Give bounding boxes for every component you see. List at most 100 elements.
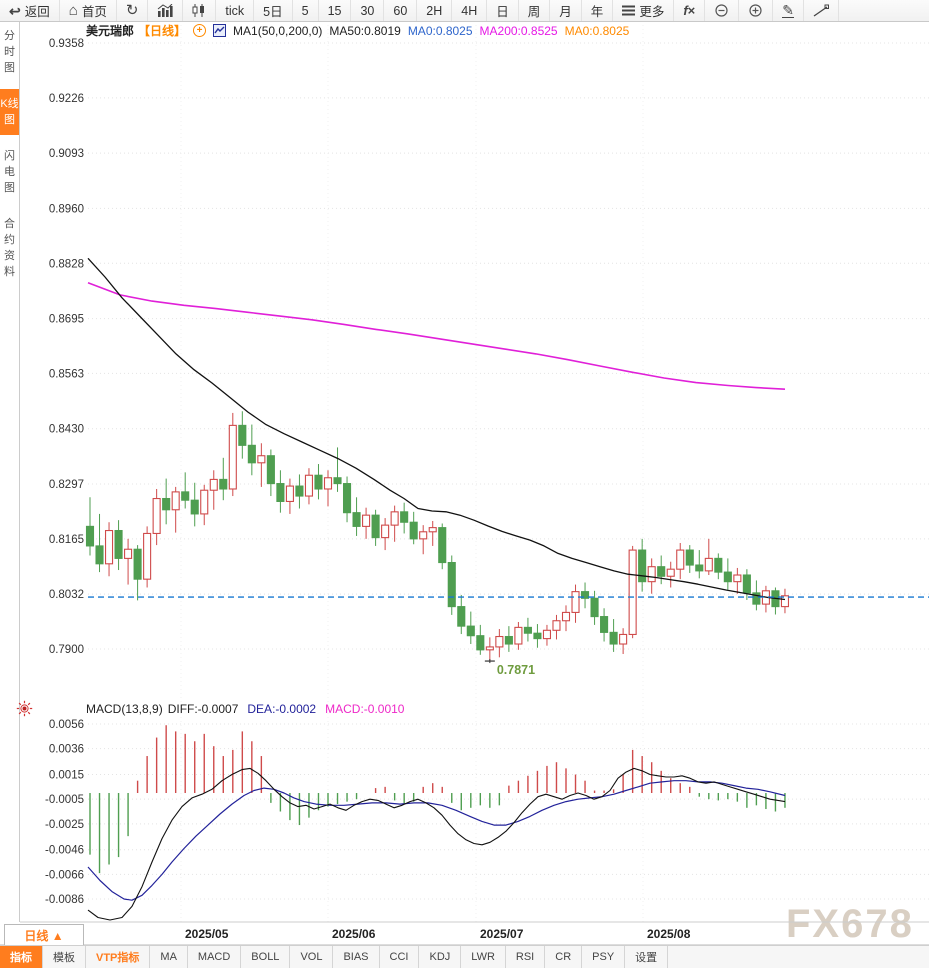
toolbar-interval-day-button[interactable]: 日	[487, 0, 519, 21]
date-labels: 2025/05 2025/06 2025/07 2025/08	[185, 927, 691, 941]
svg-text:0.8960: 0.8960	[49, 203, 84, 215]
toolbar-interval-2h-button[interactable]: 2H	[417, 0, 453, 21]
svg-text:0.8032: 0.8032	[49, 589, 84, 601]
svg-text:0.0056: 0.0056	[49, 719, 84, 731]
sidebar-tab-K线图[interactable]: K线图	[0, 89, 19, 135]
indicator-tab-VTP指标[interactable]: VTP指标	[86, 946, 151, 968]
macd-axis-labels: 0.0056 0.0036 0.0015 -0.0005 -0.0025 -0.0046 -…	[45, 719, 84, 906]
indicator-tab-RSI[interactable]: RSI	[506, 946, 546, 968]
ma50-line	[87, 257, 786, 601]
toolbar-interval-15-button[interactable]: 15	[319, 0, 352, 21]
toolbar-interval-30-button[interactable]: 30	[351, 0, 385, 21]
toolbar-interval-tick-button[interactable]: tick	[216, 0, 255, 21]
svg-text:2025/06: 2025/06	[332, 927, 376, 941]
toolbar-zoom-in-icon[interactable]	[739, 0, 774, 21]
symbol-name: 美元瑞郎	[86, 24, 135, 38]
y-axis-labels: 0.9358 0.9226 0.9093 0.8960 0.8828 0.8695 0.85…	[49, 38, 84, 656]
svg-text:0.8165: 0.8165	[49, 534, 84, 546]
sidebar-tab-合约资料[interactable]: 合约资料	[4, 218, 15, 278]
toolbar-zoom-out-icon[interactable]	[705, 0, 740, 21]
toolbar-candle-chart-type-icon[interactable]	[183, 0, 217, 21]
candles-group	[85, 411, 790, 662]
indicator-tab-BIAS[interactable]: BIAS	[333, 946, 380, 968]
sidebar-tab-闪电图[interactable]: 闪电图	[4, 150, 15, 194]
macd-title: MACD(13,8,9)	[86, 702, 163, 716]
svg-text:0.8430: 0.8430	[49, 424, 84, 436]
ma-params: MA1(50,0,200,0)	[233, 23, 323, 38]
toolbar-more-button[interactable]: 更多	[613, 0, 675, 21]
svg-text:0.8297: 0.8297	[49, 479, 84, 491]
svg-text:0.7871: 0.7871	[497, 663, 535, 677]
pane-borders	[0, 921, 929, 946]
indicator-tab-模板[interactable]: 模板	[43, 946, 86, 968]
toolbar-interval-5-button[interactable]: 5	[293, 0, 319, 21]
toolbar-refresh-icon[interactable]: ↻	[117, 0, 149, 21]
period-label: 【日线】	[138, 24, 187, 38]
ma200-value: MA200:0.8525	[479, 23, 558, 38]
sidebar-tab-分时图[interactable]: 分时图	[4, 30, 15, 74]
indicator-tab-MACD[interactable]: MACD	[188, 946, 242, 968]
svg-text:2025/05: 2025/05	[185, 927, 229, 941]
toolbar-formula-icon[interactable]: f×	[674, 0, 706, 21]
indicator-tab-指标[interactable]: 指标	[0, 946, 43, 968]
indicator-tab-KDJ[interactable]: KDJ	[419, 946, 462, 968]
ma0-blue-value: MA0:0.8025	[407, 23, 473, 38]
svg-text:0.9358: 0.9358	[49, 38, 84, 50]
toolbar: ↩ 返回 ⌂ 首页 ↻ tick 5日 5 15 30 60 2H 4H 日周月年更多 f× ✎	[0, 0, 929, 22]
toolbar-interval-5d-button[interactable]: 5日	[254, 0, 293, 21]
diff-line	[87, 767, 786, 921]
chart-type-sidebar: 分时图 K线图闪电图合约资料	[0, 21, 20, 922]
toolbar-interval-year-button[interactable]: 年	[582, 0, 614, 21]
dea-line	[87, 780, 786, 901]
svg-text:0.0015: 0.0015	[49, 770, 84, 782]
toolbar-interval-month-button[interactable]: 月	[550, 0, 582, 21]
toolbar-interval-4h-button[interactable]: 4H	[452, 0, 488, 21]
toolbar-trendline-icon[interactable]	[804, 0, 839, 21]
macd-dea-value: DEA:-0.0002	[247, 702, 317, 716]
indicator-tab-PSY[interactable]: PSY	[582, 946, 626, 968]
ma50-value: MA50:0.8019	[329, 23, 401, 38]
indicator-tab-CCI[interactable]: CCI	[380, 946, 420, 968]
svg-text:0.8563: 0.8563	[49, 368, 84, 380]
toolbar-bar-chart-type-icon[interactable]	[148, 0, 184, 21]
svg-text:-0.0046: -0.0046	[45, 845, 84, 857]
svg-text:0.0036: 0.0036	[49, 744, 84, 756]
svg-text:0.9226: 0.9226	[49, 93, 84, 105]
svg-text:2025/08: 2025/08	[647, 927, 691, 941]
indicator-tab-bar: 指标 模板 VTP指标 MA MACD BOLL VOL BIAS CCI KDJ LWR RSI CR…	[0, 945, 929, 968]
toolbar-back-button[interactable]: ↩ 返回	[0, 0, 60, 21]
add-overlay-button[interactable]: +	[193, 24, 207, 37]
svg-text:-0.0005: -0.0005	[45, 794, 84, 806]
period-dropdown-button[interactable]: 日线 ▲	[4, 924, 84, 946]
macd-histogram	[89, 725, 786, 874]
indicator-tab-MA[interactable]: MA	[150, 946, 188, 968]
indicator-tab-CR[interactable]: CR	[545, 946, 583, 968]
indicator-tab-VOL[interactable]: VOL	[290, 946, 334, 968]
watermark: FX678	[786, 902, 914, 946]
indicator-settings-icon[interactable]	[16, 700, 33, 717]
indicator-tab-BOLL[interactable]: BOLL	[241, 946, 291, 968]
svg-text:-0.0086: -0.0086	[45, 894, 84, 906]
svg-text:0.9093: 0.9093	[49, 148, 84, 160]
svg-text:0.8828: 0.8828	[49, 258, 84, 270]
indicator-tab-LWR[interactable]: LWR	[461, 946, 506, 968]
ma200-line	[87, 282, 786, 390]
macd-value: MACD:-0.0010	[325, 702, 405, 716]
ma0-orange-value: MA0:0.8025	[564, 23, 630, 38]
svg-text:-0.0025: -0.0025	[45, 819, 84, 831]
svg-text:0.7900: 0.7900	[49, 644, 84, 656]
toolbar-draw-icon[interactable]: ✎	[773, 0, 804, 21]
toolbar-interval-60-button[interactable]: 60	[384, 0, 418, 21]
macd-legend: MACD(13,8,9) DIFF:-0.0007 DEA:-0.0002 MA…	[86, 702, 404, 716]
svg-text:-0.0066: -0.0066	[45, 869, 84, 881]
svg-text:0.8695: 0.8695	[49, 314, 84, 326]
indicator-tab-设置[interactable]: 设置	[625, 946, 669, 968]
toolbar-interval-week-button[interactable]: 周	[519, 0, 551, 21]
macd-diff-value: DIFF:-0.0007	[167, 702, 239, 716]
low-annotation: 0.7871	[484, 659, 535, 677]
toolbar-home-button[interactable]: ⌂ 首页	[60, 0, 117, 21]
symbol-legend: 美元瑞郎 【日线】 + MA1(50,0,200,0) MA50:0.8019 …	[86, 23, 630, 39]
chart-type-icon	[213, 24, 227, 37]
